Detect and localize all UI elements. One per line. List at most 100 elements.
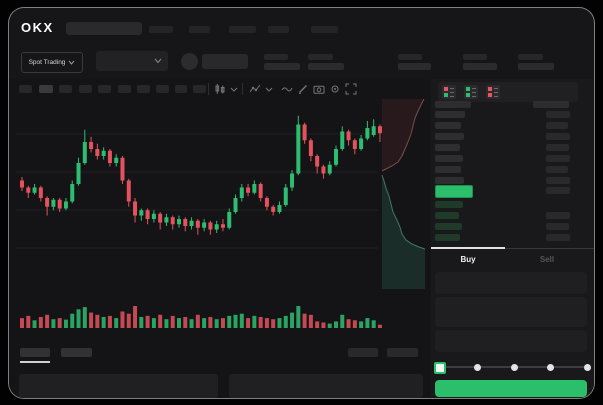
slider-step-dot[interactable]	[547, 364, 554, 371]
volume-bar	[70, 313, 75, 328]
ask-row-amount[interactable]	[546, 155, 570, 162]
volume-bar	[20, 318, 24, 328]
ask-row-price[interactable]	[435, 122, 461, 129]
search-input[interactable]	[66, 22, 142, 35]
pencil-icon[interactable]	[297, 83, 309, 95]
volume-bar	[352, 320, 357, 328]
bottom-tab-action[interactable]	[387, 348, 418, 357]
tab-buy[interactable]: Buy	[460, 254, 476, 264]
settings-icon[interactable]	[329, 83, 341, 95]
ask-row-amount[interactable]	[546, 111, 570, 118]
volume-bar	[26, 315, 31, 328]
orders-table-panel	[19, 374, 218, 398]
trade-input[interactable]	[435, 272, 587, 294]
candle-body	[45, 198, 50, 207]
chevron-down-icon[interactable]	[265, 83, 273, 95]
interval-button[interactable]	[98, 85, 111, 93]
stat-value	[463, 63, 497, 70]
trade-input[interactable]	[435, 330, 587, 352]
volume-bar	[32, 320, 37, 328]
bid-row-amount[interactable]	[546, 234, 570, 241]
interval-button[interactable]	[19, 85, 32, 93]
book-combined-icon[interactable]	[442, 85, 456, 99]
bottom-tab[interactable]	[61, 348, 92, 357]
volume-bar	[170, 315, 175, 328]
bid-row-amount[interactable]	[546, 223, 569, 230]
volume-bar	[340, 314, 345, 328]
bid-row-price[interactable]	[435, 212, 459, 219]
book-icon-block	[444, 87, 448, 91]
ask-row-price[interactable]	[435, 133, 464, 140]
nav-item[interactable]	[189, 26, 210, 33]
ask-row-amount[interactable]	[546, 122, 568, 129]
interval-button[interactable]	[118, 85, 131, 93]
fullscreen-icon[interactable]	[345, 83, 357, 95]
volume-bar	[57, 318, 62, 328]
market-type-dropdown[interactable]: Spot Trading	[21, 52, 83, 73]
bid-row-price[interactable]	[435, 223, 462, 230]
candle-body	[183, 219, 188, 226]
ask-row-amount[interactable]	[546, 177, 570, 184]
candlestick-chart-canvas[interactable]	[16, 96, 429, 348]
volume-bar	[365, 318, 370, 328]
ask-row-amount[interactable]	[546, 166, 568, 173]
bottom-tab[interactable]	[20, 348, 50, 357]
tab-sell[interactable]: Sell	[539, 254, 555, 264]
volume-bar	[145, 315, 150, 328]
candle-body	[82, 142, 87, 163]
camera-icon[interactable]	[313, 83, 325, 95]
app-window: OKX Spot Trading	[8, 7, 595, 399]
line-drawing-icon[interactable]	[281, 83, 293, 95]
bottom-tab-action[interactable]	[348, 348, 378, 357]
interval-button[interactable]	[193, 85, 206, 93]
last-price-row[interactable]	[435, 185, 473, 198]
bid-row-price[interactable]	[435, 201, 463, 208]
book-bids-icon[interactable]	[464, 85, 478, 99]
interval-button[interactable]	[59, 85, 72, 93]
chevron-down-icon[interactable]	[230, 83, 238, 95]
nav-item[interactable]	[311, 26, 338, 33]
okx-logo[interactable]: OKX	[21, 20, 54, 35]
candle-body	[114, 157, 119, 163]
candle-body	[101, 150, 106, 156]
coin-avatar[interactable]	[181, 53, 198, 70]
bid-row-price[interactable]	[435, 234, 460, 241]
candle-body	[95, 149, 100, 156]
candle-body	[208, 222, 213, 230]
candle-body	[76, 163, 81, 184]
ask-row-amount[interactable]	[546, 133, 570, 140]
volume-bar	[233, 314, 238, 328]
nav-item[interactable]	[149, 26, 173, 33]
slider-step-dot[interactable]	[511, 364, 518, 371]
slider-step-dot[interactable]	[584, 364, 591, 371]
ask-row-price[interactable]	[435, 111, 465, 118]
pair-dropdown[interactable]	[96, 51, 168, 71]
interval-button[interactable]	[79, 85, 92, 93]
bid-row-amount[interactable]	[546, 212, 570, 219]
trade-input[interactable]	[435, 297, 587, 327]
volume-bar	[139, 317, 144, 328]
interval-button[interactable]	[39, 85, 53, 93]
nav-item[interactable]	[268, 26, 289, 33]
interval-button[interactable]	[137, 85, 150, 93]
ask-row-price[interactable]	[435, 155, 463, 162]
pair-name-placeholder[interactable]	[202, 54, 248, 69]
interval-button[interactable]	[175, 85, 187, 93]
ask-row-price[interactable]	[435, 166, 461, 173]
volume-bar	[346, 319, 351, 328]
ask-row-amount[interactable]	[546, 144, 569, 151]
amount-slider-handle[interactable]	[434, 362, 446, 374]
slider-step-dot[interactable]	[474, 364, 481, 371]
ask-row-price[interactable]	[435, 177, 464, 184]
candle-body	[107, 150, 112, 163]
nav-item[interactable]	[229, 26, 256, 33]
interval-button[interactable]	[156, 85, 169, 93]
book-icon-line	[450, 96, 454, 97]
chart-type-icon[interactable]	[214, 83, 226, 95]
book-asks-icon[interactable]	[486, 85, 500, 99]
candle-body	[51, 199, 56, 207]
toolbar-divider	[242, 83, 243, 95]
buy-button[interactable]	[435, 380, 587, 397]
indicators-icon[interactable]	[249, 83, 261, 95]
ask-row-price[interactable]	[435, 144, 460, 151]
